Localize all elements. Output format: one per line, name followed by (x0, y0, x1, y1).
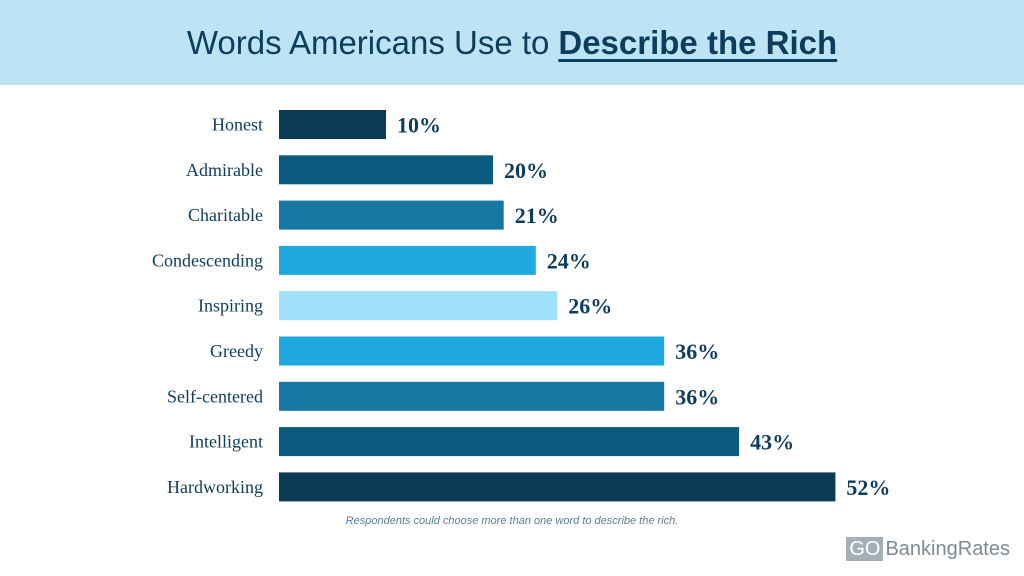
brand-logo-go: GO (846, 537, 884, 561)
value-label: 36% (675, 384, 719, 409)
category-label: Honest (212, 115, 263, 135)
chart-title-light: Words Americans Use to (186, 23, 550, 61)
footnote: Respondents could choose more than one w… (345, 515, 679, 527)
bar-self-centered (279, 381, 665, 411)
bar-condescending (279, 245, 536, 275)
bar-greedy (279, 336, 665, 366)
value-label: 52% (846, 475, 890, 500)
value-label: 36% (675, 339, 719, 364)
value-label: 24% (547, 248, 591, 273)
category-label: Admirable (186, 160, 263, 180)
category-label: Inspiring (198, 296, 263, 316)
bar-hardworking (279, 472, 836, 502)
value-label: 10% (397, 113, 441, 138)
bar-inspiring (279, 291, 558, 321)
category-label: Condescending (152, 250, 263, 270)
category-label: Hardworking (167, 477, 263, 497)
value-label: 21% (515, 203, 559, 228)
brand-logo-name: BankingRates (885, 537, 1010, 560)
bar-honest (279, 110, 386, 139)
bar-charitable (279, 200, 504, 230)
category-label: Charitable (188, 205, 263, 225)
category-label: Intelligent (189, 432, 263, 452)
value-label: 26% (568, 294, 612, 319)
bar-admirable (279, 155, 493, 185)
value-label: 20% (504, 158, 548, 183)
brand-logo: GO BankingRates (846, 537, 1010, 561)
chart-title-strong: Describe the Rich (558, 23, 838, 61)
category-label: Greedy (210, 341, 263, 361)
value-label: 43% (750, 430, 794, 455)
chart-title-banner: Words Americans Use to Describe the Rich (0, 0, 1024, 85)
bar-intelligent (279, 427, 740, 457)
category-label: Self-centered (167, 386, 263, 406)
